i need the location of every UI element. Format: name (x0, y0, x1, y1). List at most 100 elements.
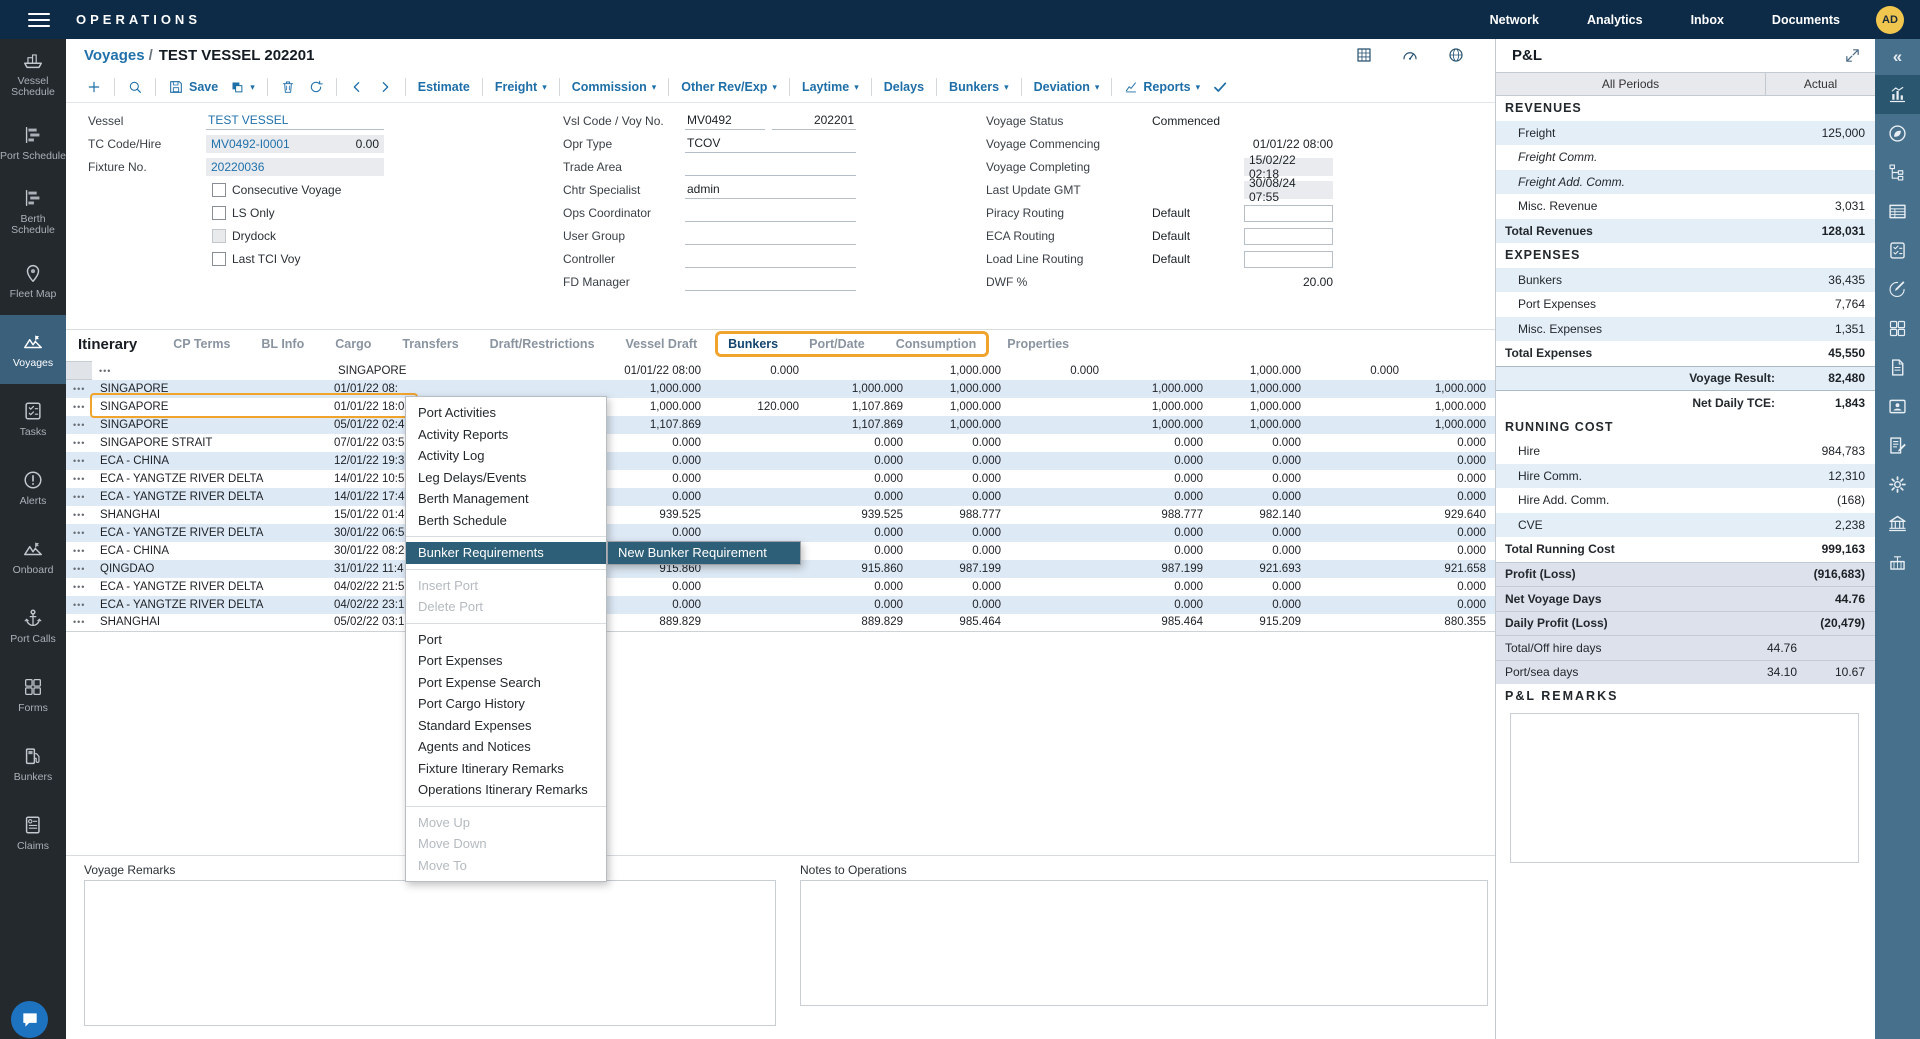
row-menu-icon[interactable]: ••• (66, 506, 92, 524)
pnl-row-misc-expenses[interactable]: Misc. Expenses1,351 (1496, 317, 1875, 342)
cell-port[interactable]: ECA - YANGTZE RIVER DELTA (92, 596, 330, 614)
cell-bunker-qty[interactable] (1310, 524, 1408, 542)
cell-bunker-qty[interactable]: 0.000 (1108, 596, 1212, 614)
cell-arrival[interactable]: 05/02/22 03:1 (330, 614, 414, 632)
tc-code-field[interactable]: MV0492-I0001 (206, 135, 298, 153)
fd-manager-field[interactable] (685, 274, 856, 291)
cell-bunker-qty[interactable]: 987.199 (912, 560, 1010, 578)
cell-bunker-qty[interactable]: 1,107.869 (614, 416, 710, 434)
expand-icon[interactable] (1844, 47, 1861, 67)
nav-inbox[interactable]: Inbox (1691, 13, 1724, 27)
strip-gear-icon[interactable] (1875, 465, 1920, 504)
load-line-routing-input[interactable] (1244, 251, 1333, 268)
menu-item-berth-management[interactable]: Berth Management (406, 488, 606, 510)
menu-item-fixture-itinerary-remarks[interactable]: Fixture Itinerary Remarks (406, 758, 606, 780)
cell-bunker-qty[interactable]: 0.000 (1408, 542, 1495, 560)
cell-bunker-qty[interactable]: 915.860 (808, 560, 912, 578)
gauge-icon[interactable] (1401, 46, 1419, 64)
sidebar-item-onboard[interactable]: Onboard (0, 522, 66, 591)
pnl-row-freight-comm[interactable]: Freight Comm. (1496, 145, 1875, 170)
cell-bunker-qty[interactable]: 1,000.000 (1408, 416, 1495, 434)
cell-bunker-qty[interactable] (1310, 614, 1408, 632)
cell-bunker-qty[interactable] (1310, 398, 1408, 416)
cell-bunker-qty[interactable]: 0.000 (1108, 470, 1212, 488)
cell-bunker-qty[interactable]: 0.000 (912, 434, 1010, 452)
checkbox-drydock[interactable]: Drydock (212, 229, 276, 243)
menu-item-port-expense-search[interactable]: Port Expense Search (406, 672, 606, 694)
menu-item-activity-reports[interactable]: Activity Reports (406, 424, 606, 446)
row-menu-icon[interactable]: ••• (66, 434, 92, 452)
cell-bunker-qty[interactable] (1310, 578, 1408, 596)
cell-arrival[interactable]: 05/01/22 02:4 (330, 416, 414, 434)
cell-bunker-qty[interactable] (1310, 542, 1408, 560)
cell-departure[interactable]: 01/01/22 08:00 (614, 362, 710, 380)
cell-bunker-qty[interactable]: 0.000 (912, 452, 1010, 470)
itinerary-row[interactable]: •••ECA - YANGTZE RIVER DELTA14/01/22 17:… (66, 488, 1495, 506)
row-menu-icon[interactable]: ••• (66, 596, 92, 614)
cell-arrival[interactable]: 04/02/22 21:5 (330, 578, 414, 596)
strip-analytics-icon[interactable] (1875, 75, 1920, 114)
cell-bunker-qty[interactable] (1310, 416, 1408, 434)
cell-bunker-qty[interactable]: 0.000 (808, 434, 912, 452)
cell-port[interactable]: ECA - YANGTZE RIVER DELTA (92, 488, 330, 506)
cell-bunker-qty[interactable]: 0.000 (1408, 524, 1495, 542)
breadcrumb-section[interactable]: Voyages (84, 47, 145, 64)
sidebar-item-alerts[interactable]: Alerts (0, 453, 66, 522)
cell-bunker-qty[interactable] (710, 596, 808, 614)
pnl-period-tab-actual[interactable]: Actual (1766, 73, 1875, 95)
cell-bunker-qty[interactable]: 0.000 (808, 578, 912, 596)
cell-bunker-qty[interactable]: 0.000 (808, 488, 912, 506)
itinerary-row[interactable]: •••SINGAPORE STRAIT07/01/22 03:50.0000.0… (66, 434, 1495, 452)
cell-bunker-qty[interactable] (1010, 434, 1108, 452)
cell-port[interactable]: ECA - CHINA (92, 452, 330, 470)
cell-bunker-qty[interactable] (1010, 488, 1108, 506)
itinerary-row[interactable]: •••SINGAPORE01/01/22 08:1,000.0001,000.0… (66, 380, 1495, 398)
cell-bunker-qty[interactable] (1010, 614, 1108, 632)
cell-bunker-qty[interactable]: 985.464 (912, 614, 1010, 632)
sidebar-item-forms[interactable]: Forms (0, 660, 66, 729)
cell-bunker-qty[interactable]: 1,107.869 (808, 398, 912, 416)
cell-bunker-qty[interactable]: 0.000 (614, 488, 710, 506)
tc-hire-field[interactable]: 0.00 (298, 135, 384, 153)
cell-bunker-qty[interactable] (710, 416, 808, 434)
cell-port[interactable]: SINGAPORE STRAIT (92, 434, 330, 452)
cell-bunker-qty[interactable] (710, 506, 808, 524)
row-menu-icon[interactable]: ••• (92, 362, 330, 380)
menu-item-berth-schedule[interactable]: Berth Schedule (406, 510, 606, 532)
cell-bunker-qty[interactable]: 915.209 (1212, 614, 1310, 632)
cell-bunker-qty[interactable] (1010, 524, 1108, 542)
cell-bunker-qty[interactable] (710, 488, 808, 506)
cell-bunker-qty[interactable]: 982.140 (1212, 506, 1310, 524)
vsl-code-field[interactable]: MV0492 (685, 113, 765, 130)
pnl-row-hire[interactable]: Hire984,783 (1496, 439, 1875, 464)
row-menu-icon[interactable]: ••• (66, 488, 92, 506)
cell-bunker-qty[interactable]: 0.000 (614, 452, 710, 470)
sidebar-item-bunkers[interactable]: Bunkers (0, 729, 66, 798)
cell-bunker-qty[interactable] (1010, 578, 1108, 596)
strip-pen-check-icon[interactable] (1875, 270, 1920, 309)
cell-arrival[interactable]: 30/01/22 06:5 (330, 524, 414, 542)
cell-bunker-qty[interactable] (710, 380, 808, 398)
menu-item-port-expenses[interactable]: Port Expenses (406, 650, 606, 672)
load-line-routing-value[interactable]: Default (1152, 252, 1190, 266)
cell-port[interactable]: SHANGHAI (92, 614, 330, 632)
save-button[interactable]: Save (168, 79, 218, 95)
cell-port[interactable]: SINGAPORE (92, 380, 330, 398)
cell-bunker-qty[interactable]: 0.000 (912, 542, 1010, 560)
chevron-left-button[interactable] (349, 79, 365, 95)
hamburger-menu-icon[interactable] (28, 13, 50, 27)
cell-bunker-qty[interactable]: 0.000 (1108, 452, 1212, 470)
collapse-panel-icon[interactable]: « (1875, 39, 1920, 75)
sidebar-item-port-schedule[interactable]: Port Schedule (0, 108, 66, 177)
toolbar-button-bunkers[interactable]: Bunkers▾ (949, 80, 1009, 94)
cell-bunker-qty[interactable]: 0.000 (1212, 596, 1310, 614)
cell-bunker-qty[interactable]: 939.525 (808, 506, 912, 524)
cell-bunker-qty[interactable]: 0.000 (808, 470, 912, 488)
voyage-remarks-input[interactable] (84, 880, 776, 1026)
toolbar-button-other-rev-exp[interactable]: Other Rev/Exp▾ (681, 80, 777, 94)
piracy-routing-input[interactable] (1244, 205, 1333, 222)
cell-bunker-qty[interactable]: 0.000 (912, 596, 1010, 614)
tab-bunkers[interactable]: Bunkers (728, 337, 778, 351)
strip-document-icon[interactable] (1875, 348, 1920, 387)
row-menu-icon[interactable]: ••• (66, 578, 92, 596)
